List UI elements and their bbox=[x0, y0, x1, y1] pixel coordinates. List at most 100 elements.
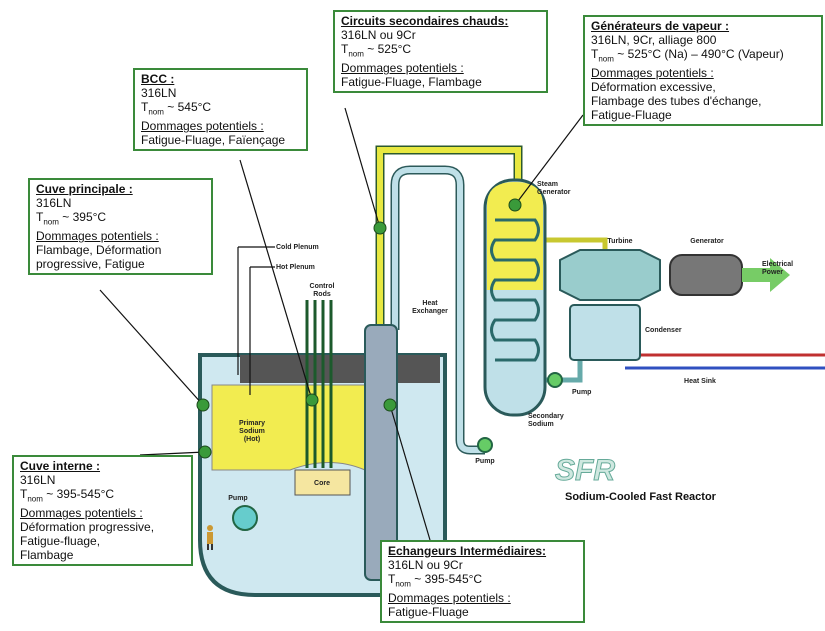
temp-symbol: T bbox=[20, 487, 28, 501]
hot-pool bbox=[211, 384, 366, 471]
temp-subscript: nom bbox=[348, 49, 364, 59]
diagram-label: Primary bbox=[239, 420, 265, 427]
diagram-label: Pump bbox=[475, 458, 494, 465]
diagram-label: Exchanger bbox=[412, 308, 448, 315]
damage-item: progressive, Fatigue bbox=[36, 257, 145, 272]
temp-symbol: T bbox=[141, 100, 149, 114]
temp-value: ~ 525°C bbox=[367, 42, 412, 56]
diagram-label: Core bbox=[314, 480, 330, 487]
callout-title: Cuve principale : bbox=[36, 182, 133, 196]
damage-item: Déformation progressive, bbox=[20, 520, 155, 535]
pump bbox=[547, 372, 563, 388]
turbine bbox=[559, 249, 661, 301]
temp-value: ~ 545°C bbox=[167, 100, 212, 114]
logo-acronym: SFR bbox=[555, 454, 615, 487]
callout-temperature: Tnom ~ 395°C bbox=[36, 210, 205, 229]
damage-label: Dommages potentiels : bbox=[591, 66, 714, 81]
diagram-label: Electrical bbox=[762, 261, 793, 268]
temp-value: ~ 395-545°C bbox=[46, 487, 115, 501]
damage-item: Fatigue-Fluage, Flambage bbox=[341, 75, 482, 90]
generator bbox=[669, 254, 743, 296]
callout-temperature: Tnom ~ 395-545°C bbox=[388, 572, 577, 591]
diagram-label: Sodium bbox=[528, 421, 554, 428]
callout-title: Générateurs de vapeur : bbox=[591, 19, 730, 33]
damage-label: Dommages potentiels : bbox=[388, 591, 511, 606]
diagram-label: Steam bbox=[537, 181, 558, 188]
damage-item: Déformation excessive, bbox=[591, 80, 716, 95]
core bbox=[294, 469, 351, 496]
temp-value: ~ 395-545°C bbox=[414, 572, 483, 586]
damage-label: Dommages potentiels : bbox=[141, 119, 264, 134]
pump bbox=[232, 505, 258, 531]
callout-material: 316LN bbox=[36, 196, 72, 210]
cold-pipe bbox=[392, 167, 485, 453]
temp-value: ~ 395°C bbox=[62, 210, 107, 224]
damage-item: Flambage des tubes d'échange, bbox=[591, 94, 762, 109]
diagram-label: Power bbox=[762, 269, 783, 276]
damage-item: Fatigue-fluage, bbox=[20, 534, 101, 549]
diagram-label: Generator bbox=[690, 238, 724, 245]
diagram-label: Condenser bbox=[645, 327, 682, 334]
diagram-label: Cold Plenum bbox=[276, 244, 319, 251]
callout-box: Circuits secondaires chauds: 316LN ou 9Cr… bbox=[333, 10, 548, 94]
logo-name: Sodium-Cooled Fast Reactor bbox=[565, 491, 717, 503]
callout-box: Cuve interne :316LN Tnom ~ 395-545°C Domma… bbox=[12, 455, 193, 567]
callout-box: Echangeurs Intermédiaires: 316LN ou 9Cr Tn… bbox=[380, 540, 585, 624]
callout-material: 316LN, 9Cr, alliage 800 bbox=[591, 33, 717, 47]
damage-item: Fatigue-Fluage, Faïençage bbox=[141, 133, 286, 148]
diagram-label: Rods bbox=[313, 291, 331, 298]
diagram-label: Hot Plenum bbox=[276, 264, 315, 271]
diagram-label: Heat Sink bbox=[684, 378, 716, 385]
temp-subscript: nom bbox=[148, 107, 164, 117]
callout-temperature: Tnom ~ 545°C bbox=[141, 100, 300, 119]
diagram-label: Pump bbox=[228, 495, 247, 502]
callout-title: BCC : bbox=[141, 72, 175, 86]
temp-symbol: T bbox=[36, 210, 44, 224]
temp-symbol: T bbox=[591, 47, 599, 61]
sg-hot-zone bbox=[487, 182, 543, 290]
callout-title: Circuits secondaires chauds: bbox=[341, 14, 509, 28]
callout-box: Générateurs de vapeur :316LN, 9Cr, allia… bbox=[583, 15, 823, 127]
diagram-label: Pump bbox=[572, 389, 591, 396]
diagram-label: Turbine bbox=[607, 238, 632, 245]
pipes bbox=[375, 145, 825, 455]
person-icon bbox=[207, 525, 213, 550]
leader-lines bbox=[99, 107, 584, 541]
temp-subscript: nom bbox=[598, 54, 614, 64]
damage-item: Flambage, Déformation bbox=[36, 243, 162, 258]
callout-temperature: Tnom ~ 525°C bbox=[341, 42, 540, 61]
callout-temperature: Tnom ~ 395-545°C bbox=[20, 487, 185, 506]
power-arrow bbox=[742, 258, 790, 292]
damage-label: Dommages potentiels : bbox=[20, 506, 143, 521]
callout-material: 316LN ou 9Cr bbox=[388, 558, 463, 572]
damage-label: Dommages potentiels : bbox=[341, 61, 464, 76]
temp-subscript: nom bbox=[27, 494, 43, 504]
diagram-label: Control bbox=[310, 283, 335, 290]
hot-pipe bbox=[377, 147, 521, 330]
diagram-label: Sodium bbox=[239, 428, 265, 435]
callout-material: 316LN bbox=[20, 473, 56, 487]
damage-item: Fatigue-Fluage bbox=[388, 605, 469, 620]
temp-value: ~ 525°C (Na) – 490°C (Vapeur) bbox=[617, 47, 784, 61]
diagram-label: Generator bbox=[537, 189, 571, 196]
condenser bbox=[569, 304, 641, 361]
damage-label: Dommages potentiels : bbox=[36, 229, 159, 244]
callout-material: 316LN ou 9Cr bbox=[341, 28, 416, 42]
callout-title: Cuve interne : bbox=[20, 459, 101, 473]
callout-box: BCC :316LN Tnom ~ 545°C Dommages potentiel… bbox=[133, 68, 308, 152]
callout-temperature: Tnom ~ 525°C (Na) – 490°C (Vapeur) bbox=[591, 47, 815, 66]
temp-subscript: nom bbox=[43, 217, 59, 227]
sg-coil bbox=[490, 218, 540, 362]
pump bbox=[477, 437, 493, 453]
diagram-label: Secondary bbox=[528, 413, 564, 420]
damage-item: Fatigue-Fluage bbox=[591, 108, 672, 123]
callout-material: 316LN bbox=[141, 86, 177, 100]
diagram-label: (Hot) bbox=[244, 436, 260, 443]
callout-box: Cuve principale :316LN Tnom ~ 395°C Dommag… bbox=[28, 178, 213, 276]
diagram-label: Heat bbox=[422, 300, 438, 307]
reactor-roof bbox=[240, 355, 440, 383]
callout-title: Echangeurs Intermédiaires: bbox=[388, 544, 547, 558]
temp-symbol: T bbox=[341, 42, 349, 56]
